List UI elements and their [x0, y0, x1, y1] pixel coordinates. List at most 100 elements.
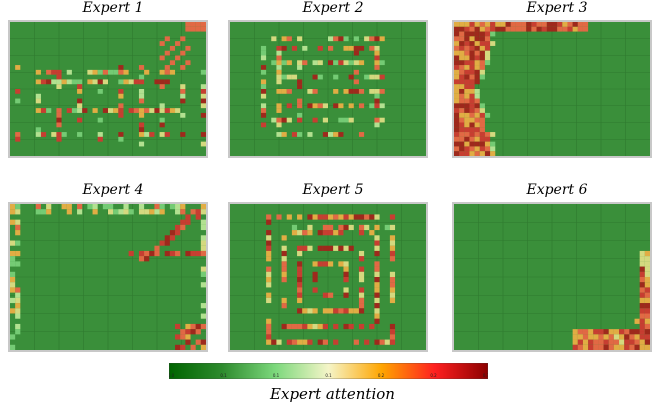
heat-cell	[328, 45, 334, 51]
heat-cell	[297, 112, 303, 118]
heat-cell	[190, 22, 196, 27]
heat-cell	[113, 108, 119, 113]
heat-cell	[572, 344, 578, 350]
heat-cell	[338, 132, 344, 137]
heat-cell	[200, 271, 206, 277]
heat-cell	[484, 41, 491, 46]
heat-cell	[87, 204, 93, 210]
heat-cell	[546, 26, 552, 32]
heat-cell	[200, 26, 206, 32]
heat-cell	[459, 132, 465, 137]
heat-cell	[469, 141, 475, 147]
heat-cell	[490, 26, 496, 32]
heat-cell	[469, 132, 475, 137]
heat-cell	[61, 132, 67, 137]
heat-cell	[374, 277, 380, 283]
heat-cell	[291, 230, 298, 236]
heat-cell	[469, 98, 475, 104]
heat-cell	[454, 89, 460, 94]
heat-cell	[56, 108, 62, 113]
heat-cell	[297, 84, 303, 89]
heat-cell	[118, 108, 124, 113]
heat-cell	[297, 36, 303, 42]
heat-cell	[369, 89, 375, 94]
heat-cell	[159, 204, 165, 210]
heat-cell	[286, 103, 292, 109]
heat-cell	[474, 60, 480, 66]
heat-cell	[593, 329, 599, 335]
heat-cell	[338, 214, 344, 220]
heat-cell	[312, 277, 318, 283]
heat-cell	[353, 89, 359, 94]
heat-cell	[175, 204, 181, 210]
heat-cell	[317, 74, 323, 80]
heat-cell	[297, 214, 303, 220]
heat-cell	[317, 339, 323, 345]
heat-cell	[200, 245, 206, 251]
heat-cell	[364, 74, 370, 80]
heat-cell	[343, 36, 349, 42]
heat-cell	[286, 60, 292, 66]
heat-cell	[200, 266, 206, 272]
heat-cell	[469, 108, 475, 113]
heat-cell	[297, 230, 303, 236]
heat-cell	[333, 214, 339, 220]
heat-cell	[297, 282, 303, 288]
heat-cell	[624, 339, 630, 345]
heat-cell	[271, 117, 277, 123]
heat-cell	[77, 98, 83, 104]
heat-cell	[302, 60, 308, 66]
heat-cell	[490, 31, 496, 37]
heat-cell	[164, 50, 170, 56]
heat-cell	[454, 84, 460, 89]
heat-cell	[469, 146, 475, 152]
heat-cell	[479, 36, 485, 42]
heat-cell	[164, 132, 170, 137]
heat-cell	[624, 344, 630, 350]
heat-cell	[180, 219, 186, 225]
heat-cell	[644, 292, 650, 298]
heat-cell	[364, 339, 370, 345]
heat-cell	[598, 329, 604, 335]
heat-cell	[138, 141, 145, 147]
heat-cell	[343, 45, 349, 51]
heat-cell	[10, 277, 16, 283]
heat-cell	[474, 55, 480, 61]
heat-cell	[459, 141, 465, 147]
heat-cell	[353, 79, 359, 85]
heat-cell	[593, 334, 599, 340]
heat-cell	[138, 132, 145, 137]
panel-title: Expert 1	[82, 0, 144, 16]
heat-cell	[302, 323, 308, 330]
heat-cell	[644, 308, 650, 314]
heat-cell	[389, 245, 396, 251]
heat-cell	[629, 339, 635, 345]
heat-cell	[454, 74, 460, 80]
heat-cell	[464, 136, 470, 142]
heat-cell	[572, 329, 578, 335]
heat-cell	[353, 69, 359, 75]
heat-cell	[474, 132, 480, 137]
heat-cell	[40, 108, 47, 113]
heat-cell	[479, 108, 485, 113]
heat-cell	[484, 31, 491, 37]
heat-cell	[474, 31, 480, 37]
heat-cell	[454, 50, 460, 56]
heat-cell	[474, 74, 480, 80]
heat-cell	[15, 230, 21, 236]
heat-cell	[484, 36, 491, 42]
heat-cell	[317, 214, 323, 220]
heat-cell	[358, 214, 365, 220]
heat-cell	[358, 323, 365, 330]
heat-cell	[358, 266, 365, 272]
heat-cell	[358, 308, 365, 314]
heat-cell	[358, 103, 365, 109]
heat-cell	[338, 245, 344, 251]
heat-cell	[169, 69, 176, 75]
heat-cell	[474, 151, 480, 156]
heat-cell	[154, 204, 160, 210]
heat-cell	[474, 22, 480, 27]
heat-cell	[582, 344, 589, 350]
heat-cell	[464, 108, 470, 113]
heat-cell	[66, 79, 72, 85]
